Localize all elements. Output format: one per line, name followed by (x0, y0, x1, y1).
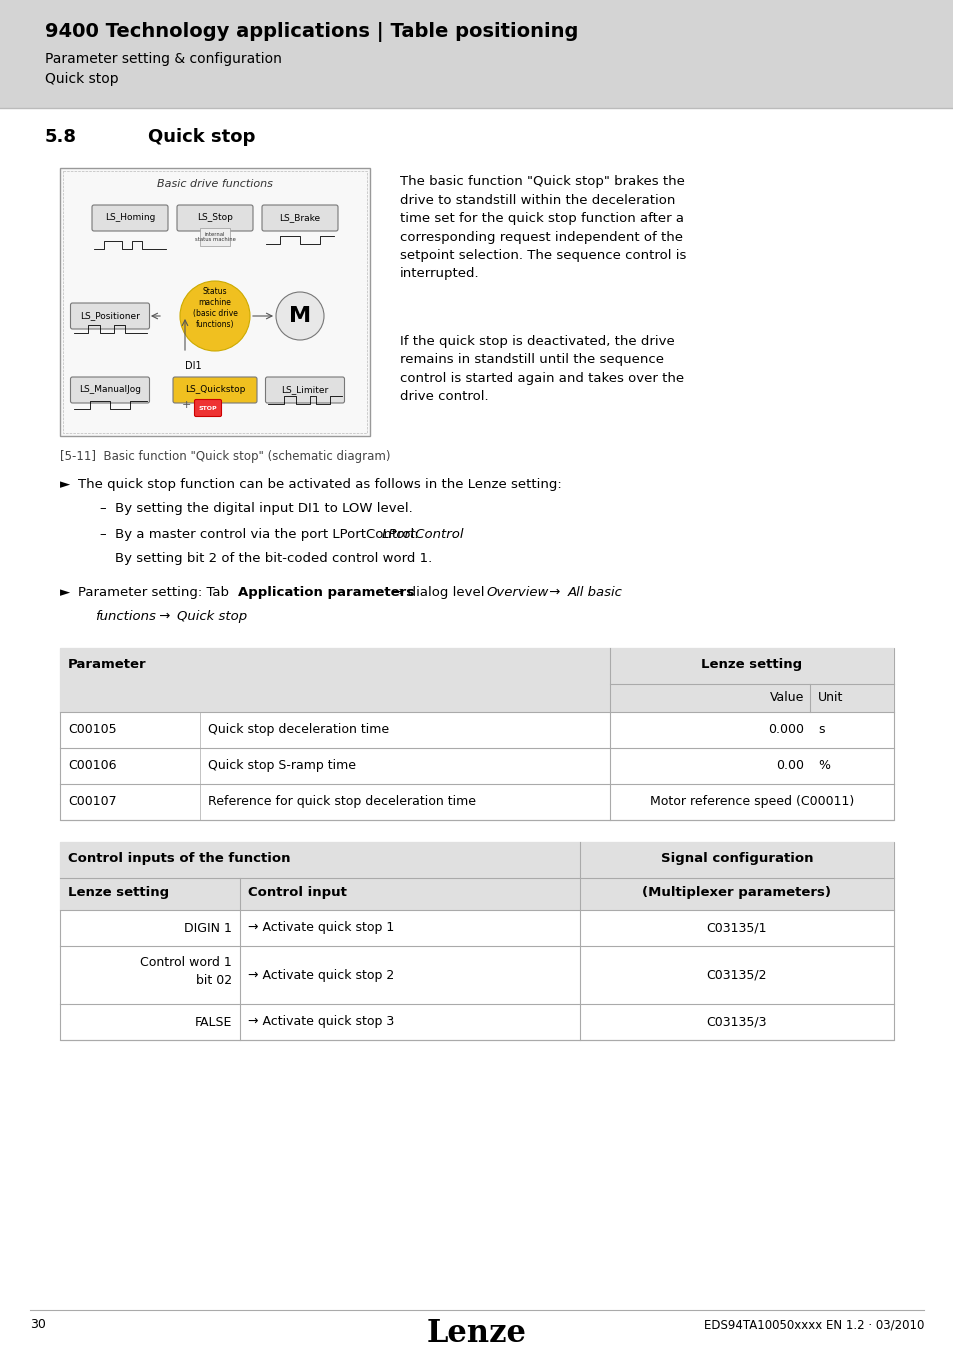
FancyBboxPatch shape (71, 302, 150, 329)
Text: EDS94TA10050xxxx EN 1.2 · 03/2010: EDS94TA10050xxxx EN 1.2 · 03/2010 (703, 1318, 923, 1331)
Text: →: → (154, 610, 174, 622)
Text: Motor reference speed (C00011): Motor reference speed (C00011) (649, 795, 853, 809)
Text: Quick stop deceleration time: Quick stop deceleration time (208, 724, 389, 736)
Text: STOP: STOP (198, 405, 217, 410)
Bar (60, 842, 893, 1040)
FancyBboxPatch shape (71, 377, 150, 404)
Bar (200, 228, 230, 246)
Bar (60, 167, 370, 436)
Text: →: → (544, 586, 564, 599)
Text: %: % (817, 759, 829, 772)
Text: LS_Homing: LS_Homing (105, 213, 155, 223)
Text: Value: Value (769, 691, 803, 703)
Text: Control word 1: Control word 1 (140, 956, 232, 969)
Text: –  By a master control via the port LPortControl:: – By a master control via the port LPort… (100, 528, 418, 541)
Text: → Activate quick stop 3: → Activate quick stop 3 (248, 1015, 394, 1029)
Text: LS_Brake: LS_Brake (279, 213, 320, 223)
Text: The quick stop function can be activated as follows in the Lenze setting:: The quick stop function can be activated… (78, 478, 561, 491)
Text: FALSE: FALSE (194, 1015, 232, 1029)
FancyBboxPatch shape (262, 205, 337, 231)
Text: Parameter setting & configuration: Parameter setting & configuration (45, 53, 281, 66)
Text: C03135/2: C03135/2 (706, 968, 766, 981)
FancyBboxPatch shape (91, 205, 168, 231)
Text: bit 02: bit 02 (195, 973, 232, 987)
Text: Overview: Overview (485, 586, 548, 599)
Text: 30: 30 (30, 1318, 46, 1331)
Text: LS_Limiter: LS_Limiter (281, 386, 328, 394)
Text: Lenze setting: Lenze setting (700, 657, 801, 671)
Text: Parameter: Parameter (68, 657, 147, 671)
Text: All basic: All basic (567, 586, 622, 599)
Text: 0.000: 0.000 (767, 724, 803, 736)
Text: 9400 Technology applications | Table positioning: 9400 Technology applications | Table pos… (45, 22, 578, 42)
FancyBboxPatch shape (177, 205, 253, 231)
Text: Unit: Unit (817, 691, 842, 703)
FancyBboxPatch shape (265, 377, 344, 404)
Bar (60, 648, 893, 711)
Text: s: s (817, 724, 823, 736)
Text: → Activate quick stop 2: → Activate quick stop 2 (248, 968, 394, 981)
Text: C03135/3: C03135/3 (706, 1015, 766, 1029)
Text: Quick stop S-ramp time: Quick stop S-ramp time (208, 759, 355, 772)
Text: By setting bit 2 of the bit-coded control word 1.: By setting bit 2 of the bit-coded contro… (115, 552, 432, 566)
Circle shape (275, 292, 324, 340)
Text: Lenze: Lenze (427, 1318, 526, 1349)
Text: [5-11]  Basic function "Quick stop" (schematic diagram): [5-11] Basic function "Quick stop" (sche… (60, 450, 390, 463)
Text: The basic function "Quick stop" brakes the
drive to standstill within the decele: The basic function "Quick stop" brakes t… (399, 176, 685, 281)
Bar (0, 0, 953, 108)
Text: LS_ManualJog: LS_ManualJog (79, 386, 141, 394)
Text: Reference for quick stop deceleration time: Reference for quick stop deceleration ti… (208, 795, 476, 809)
Text: C03135/1: C03135/1 (706, 922, 766, 934)
Bar (60, 842, 893, 910)
Text: Parameter setting: Tab: Parameter setting: Tab (78, 586, 233, 599)
Text: internal
status machine: internal status machine (194, 232, 235, 243)
Text: ►: ► (60, 478, 71, 491)
Text: DI1: DI1 (185, 360, 201, 371)
Text: LS_Quickstop: LS_Quickstop (185, 386, 245, 394)
Text: C00105: C00105 (68, 724, 116, 736)
Bar (60, 648, 893, 819)
FancyBboxPatch shape (172, 377, 256, 404)
Text: If the quick stop is deactivated, the drive
remains in standstill until the sequ: If the quick stop is deactivated, the dr… (399, 335, 683, 404)
Text: LS_Stop: LS_Stop (197, 213, 233, 223)
Text: Quick stop: Quick stop (148, 128, 255, 146)
Text: → Activate quick stop 1: → Activate quick stop 1 (248, 922, 394, 934)
Text: Quick stop: Quick stop (177, 610, 247, 622)
Text: LPortControl: LPortControl (381, 528, 464, 541)
FancyBboxPatch shape (194, 400, 221, 417)
Circle shape (180, 281, 250, 351)
Text: Control inputs of the function: Control inputs of the function (68, 852, 291, 865)
Text: Control input: Control input (248, 886, 347, 899)
Text: Basic drive functions: Basic drive functions (157, 180, 273, 189)
Text: functions: functions (95, 610, 155, 622)
Text: Lenze setting: Lenze setting (68, 886, 169, 899)
Text: Signal configuration: Signal configuration (660, 852, 812, 865)
Text: 0.00: 0.00 (775, 759, 803, 772)
Text: M: M (289, 306, 311, 325)
Text: +: + (181, 400, 191, 410)
Text: :: : (452, 528, 456, 541)
Bar (63, 171, 367, 433)
Text: ►: ► (60, 586, 71, 599)
Text: → dialog level: → dialog level (388, 586, 488, 599)
Text: Quick stop: Quick stop (45, 72, 118, 86)
Text: 5.8: 5.8 (45, 128, 77, 146)
Text: C00106: C00106 (68, 759, 116, 772)
Text: Status
machine
(basic drive
functions): Status machine (basic drive functions) (193, 286, 237, 329)
Text: Application parameters: Application parameters (237, 586, 414, 599)
Text: LS_Positioner: LS_Positioner (80, 312, 140, 320)
Text: DIGIN 1: DIGIN 1 (184, 922, 232, 934)
Text: (Multiplexer parameters): (Multiplexer parameters) (641, 886, 831, 899)
Text: –  By setting the digital input DI1 to LOW level.: – By setting the digital input DI1 to LO… (100, 502, 413, 514)
Text: C00107: C00107 (68, 795, 116, 809)
